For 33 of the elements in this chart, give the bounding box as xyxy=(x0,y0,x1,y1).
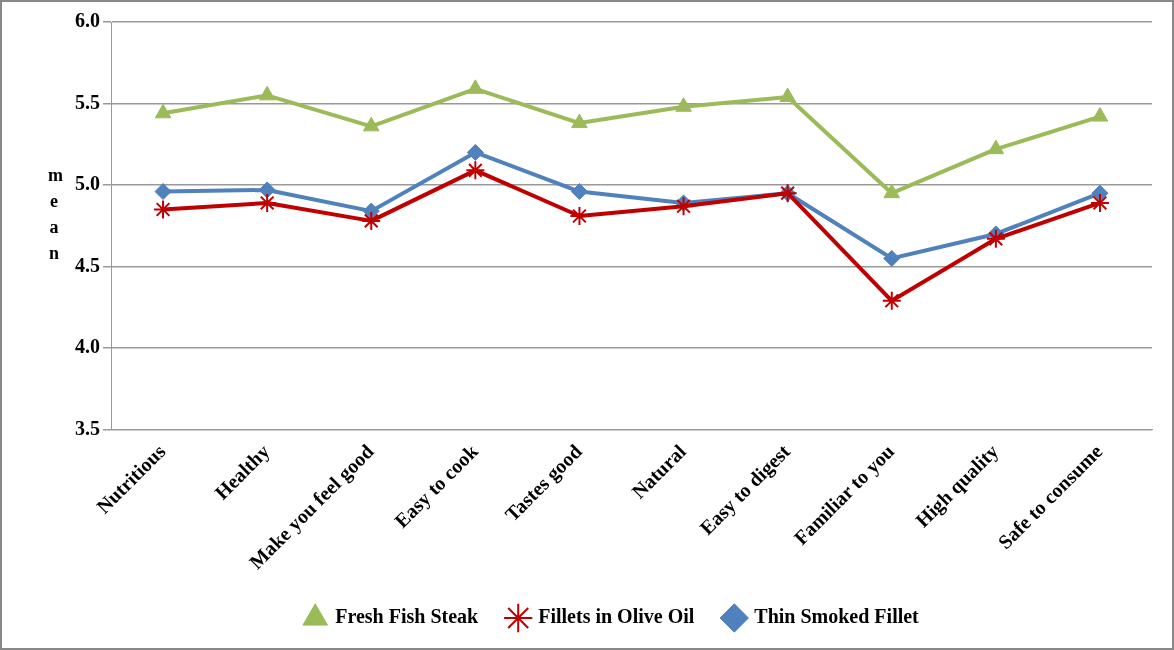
point xyxy=(985,228,1006,249)
point xyxy=(1091,107,1109,122)
point xyxy=(258,85,276,101)
point xyxy=(883,183,901,199)
point xyxy=(883,249,901,267)
point xyxy=(675,97,692,112)
point xyxy=(881,290,902,311)
point xyxy=(1089,192,1110,213)
point xyxy=(467,79,484,94)
point xyxy=(987,139,1005,155)
point xyxy=(154,183,172,201)
point xyxy=(673,196,694,217)
point xyxy=(570,183,588,201)
y-tick-label: 3.5 xyxy=(75,416,100,439)
y-tick-label: 4.0 xyxy=(75,335,100,358)
y-tick-label: 4.5 xyxy=(75,253,100,276)
y-tick-label: 5.0 xyxy=(75,172,100,195)
point xyxy=(362,116,380,132)
y-axis-title: mean xyxy=(48,164,63,265)
point xyxy=(779,87,796,102)
y-tick-label: 5.5 xyxy=(75,90,100,113)
point xyxy=(466,143,484,161)
point xyxy=(571,113,588,129)
legend-label: Fillets in Olive Oil xyxy=(538,605,695,628)
point xyxy=(465,160,486,181)
point xyxy=(258,181,276,199)
point xyxy=(361,210,382,231)
legend-label: Fresh Fish Steak xyxy=(335,605,480,628)
point xyxy=(569,206,590,227)
y-tick-label: 6.0 xyxy=(75,9,100,32)
legend-label: Thin Smoked Fillet xyxy=(754,605,920,628)
point xyxy=(257,192,278,213)
point xyxy=(154,103,172,119)
